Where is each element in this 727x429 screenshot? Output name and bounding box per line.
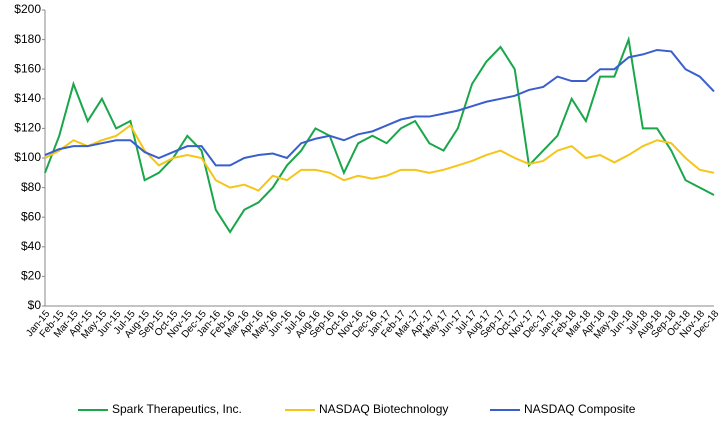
legend-label: NASDAQ Biotechnology	[319, 402, 448, 416]
y-tick-label: $140	[14, 91, 41, 105]
y-tick-label: $80	[21, 180, 41, 194]
series-line	[44, 123, 715, 192]
legend-label: NASDAQ Composite	[524, 402, 636, 416]
y-tick-label: $100	[14, 150, 41, 164]
y-tick-label: $200	[14, 2, 41, 16]
y-tick-label: $0	[28, 298, 42, 312]
series-line	[44, 48, 715, 167]
y-tick-label: $20	[21, 269, 41, 283]
y-tick-label: $40	[21, 239, 41, 253]
y-tick-label: $180	[14, 32, 41, 46]
y-tick-label: $60	[21, 209, 41, 223]
legend-label: Spark Therapeutics, Inc.	[112, 402, 242, 416]
y-tick-label: $120	[14, 121, 41, 135]
y-tick-label: $160	[14, 61, 41, 75]
series-line	[44, 35, 715, 234]
